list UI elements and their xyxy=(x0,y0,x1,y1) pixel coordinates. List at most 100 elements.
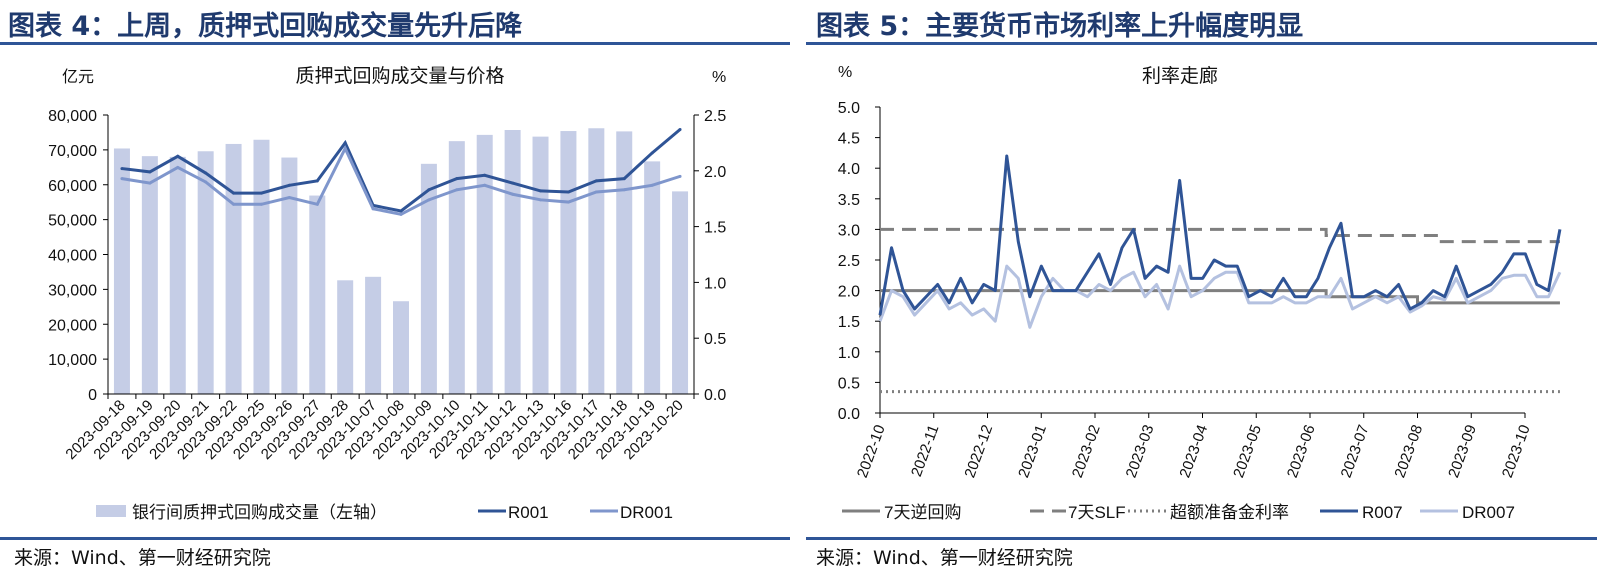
r001-point xyxy=(539,189,543,193)
rate-x-tick-label: 2023-05 xyxy=(1230,423,1265,481)
r001-point xyxy=(566,190,570,194)
r001-point xyxy=(120,167,124,171)
left-y-tick-label: 80,000 xyxy=(48,108,97,125)
dr001-point xyxy=(259,202,263,206)
dr001-point xyxy=(566,200,570,204)
volume-bar xyxy=(532,136,549,394)
dr001-point xyxy=(539,198,543,202)
r001-point xyxy=(650,151,654,155)
rate-y-tick-label: 1.0 xyxy=(838,345,860,362)
volume-bar xyxy=(476,134,493,394)
r001-point xyxy=(343,141,347,145)
dr007-line xyxy=(878,264,1562,329)
left-figure-header: 图表 4：上周，质押式回购成交量先升后降 xyxy=(8,11,523,42)
rate-x-tick-label: 2023-10 xyxy=(1499,423,1534,481)
right-header-rule xyxy=(806,42,1597,45)
volume-bar xyxy=(560,131,577,395)
left-y-tick-label: 0 xyxy=(88,387,97,404)
left-y-tick-label: 30,000 xyxy=(48,282,97,299)
volume-bar xyxy=(365,276,382,394)
volume-bar xyxy=(141,156,158,394)
volume-bar xyxy=(253,139,270,394)
right-chart-title: 利率走廊 xyxy=(1142,65,1218,87)
dr001-point xyxy=(399,212,403,216)
left-y-tick-label: 50,000 xyxy=(48,213,97,230)
r001-point xyxy=(287,183,291,187)
rate-x-tick-label: 2023-01 xyxy=(1015,423,1050,481)
reverse-repo-7d-line xyxy=(880,289,1560,305)
legend-swatch-volume xyxy=(96,505,126,517)
dr001-point xyxy=(594,190,598,194)
left-axis-unit: 亿元 xyxy=(62,68,94,86)
r001-point xyxy=(455,177,459,181)
left-header-rule xyxy=(0,42,790,45)
legend-label-volume: 银行间质押式回购成交量（左轴） xyxy=(132,503,387,522)
r001-point xyxy=(176,154,180,158)
legend-label-dr001: DR001 xyxy=(620,503,673,522)
r001-point xyxy=(399,209,403,213)
dr001-point xyxy=(343,146,347,150)
left-chart-title: 质押式回购成交量与价格 xyxy=(295,65,504,87)
right-y-tick-label: 1.0 xyxy=(704,275,726,292)
dr001-point xyxy=(204,180,208,184)
rate-x-tick-label: 2023-07 xyxy=(1338,423,1373,481)
volume-bar xyxy=(504,129,521,394)
legend-label-r001: R001 xyxy=(508,503,549,522)
dr001-point xyxy=(315,202,319,206)
volume-bar xyxy=(113,148,130,394)
volume-bar xyxy=(448,141,465,394)
r001-point xyxy=(594,179,598,183)
rate-y-tick-label: 2.5 xyxy=(838,253,860,270)
volume-bar xyxy=(309,195,326,394)
r007-line xyxy=(878,154,1562,316)
left-y-tick-label: 60,000 xyxy=(48,178,97,195)
legend-label-excess-reserve: 超额准备金利率 xyxy=(1170,503,1289,522)
volume-bar xyxy=(644,161,661,394)
volume-bar xyxy=(281,157,298,394)
r001-point xyxy=(315,179,319,183)
dr001-point xyxy=(511,192,515,196)
left-y-tick-label: 20,000 xyxy=(48,317,97,334)
rate-y-tick-label: 0.5 xyxy=(838,375,860,392)
dr001-point xyxy=(455,188,459,192)
rate-y-tick-label: 3.0 xyxy=(838,222,860,239)
dr001-point xyxy=(483,183,487,187)
legend-label-dr007: DR007 xyxy=(1462,503,1515,522)
dr001-point xyxy=(148,181,152,185)
rate-y-tick-label: 4.0 xyxy=(838,161,860,178)
right-y-tick-label: 0.0 xyxy=(704,387,726,404)
right-footer-rule xyxy=(806,537,1597,540)
r001-point xyxy=(259,191,263,195)
volume-bar xyxy=(393,301,409,394)
rate-x-tick-label: 2022-10 xyxy=(854,423,889,481)
left-y-tick-label: 70,000 xyxy=(48,143,97,160)
legend-label-reverse-repo: 7天逆回购 xyxy=(884,503,961,522)
dr001-point xyxy=(622,188,626,192)
rate-x-tick-label: 2023-02 xyxy=(1069,423,1104,481)
rate-x-tick-label: 2023-08 xyxy=(1391,423,1426,481)
dr001-point xyxy=(120,177,124,181)
r001-point xyxy=(511,181,515,185)
dr001-point xyxy=(650,183,654,187)
rate-x-tick-label: 2023-09 xyxy=(1445,423,1480,481)
right-y-tick-label: 0.5 xyxy=(704,331,726,348)
rate-x-tick-label: 2022-11 xyxy=(908,423,942,479)
slf-7d-line xyxy=(880,227,1560,244)
left-footer-rule xyxy=(0,537,790,540)
volume-bar xyxy=(337,280,354,394)
rate-x-tick-label: 2023-03 xyxy=(1123,423,1158,481)
right-axis-unit: % xyxy=(712,69,726,86)
rate-x-tick-label: 2023-04 xyxy=(1176,423,1211,481)
r001-point xyxy=(427,188,431,192)
legend-label-r007: R007 xyxy=(1362,503,1403,522)
rate-y-tick-label: 1.5 xyxy=(838,314,860,331)
dr001-point xyxy=(287,196,291,200)
dr001-point xyxy=(427,198,431,202)
left-y-tick-label: 10,000 xyxy=(48,352,97,369)
right-source-note: 来源：Wind、第一财经研究院 xyxy=(816,547,1073,569)
right-y-tick-label: 1.5 xyxy=(704,220,726,237)
r001-point xyxy=(232,191,236,195)
dr001-point xyxy=(176,165,180,169)
